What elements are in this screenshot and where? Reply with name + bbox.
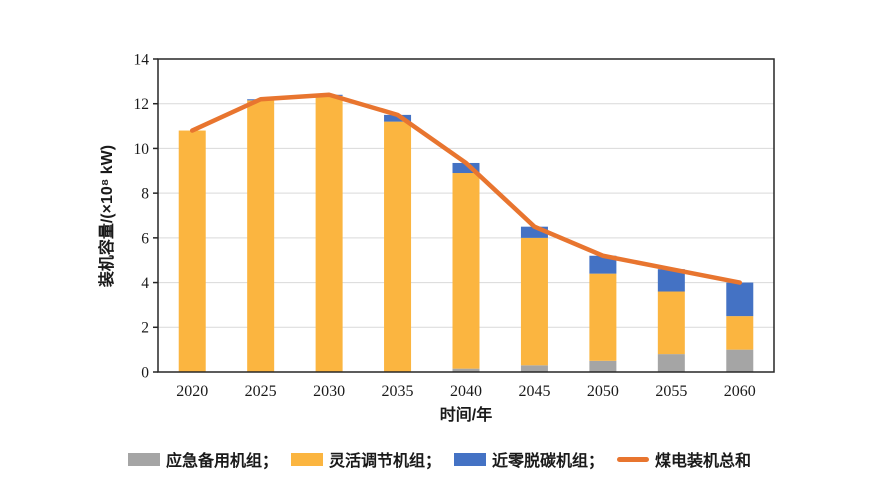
bar-segment-2050-灵活调节机组	[589, 273, 617, 361]
x-axis-title: 时间/年	[440, 405, 492, 424]
y-axis-ticks: 0 2 4 6 8 10 12 14	[134, 51, 158, 381]
legend-item-flexible-regulation-units: 灵活调节机组；	[290, 447, 441, 471]
legend-label: 近零脱碳机组；	[492, 453, 605, 470]
bar-segment-2030-灵活调节机组	[315, 95, 343, 372]
y-tick-label: 6	[141, 230, 149, 247]
y-axis-title: 装机容量/(×10⁸ kW)	[97, 145, 116, 288]
bar-segment-2055-灵活调节机组	[657, 291, 685, 355]
x-tick-label: 2020	[176, 383, 208, 400]
x-tick-label: 2050	[587, 383, 619, 400]
y-tick-label: 0	[141, 364, 149, 381]
legend-swatch-yellow-square-icon	[290, 452, 323, 466]
plot-frame	[157, 58, 775, 373]
y-tick-label: 14	[134, 51, 150, 68]
bar-segment-2035-灵活调节机组	[384, 121, 412, 372]
legend-swatch-gray-square-icon	[127, 452, 160, 466]
bar-series	[178, 94, 754, 372]
x-tick-label: 2025	[245, 383, 277, 400]
bar-segment-2045-应急备用机组	[520, 365, 548, 372]
bar-segment-2035-近零脱碳机组	[384, 114, 412, 122]
legend-item-emergency-backup-units: 应急备用机组；	[127, 447, 278, 471]
legend: 应急备用机组； 灵活调节机组； 近零脱碳机组； 煤电装机总和	[0, 447, 879, 471]
legend-label: 应急备用机组；	[165, 453, 278, 470]
x-tick-label: 2055	[655, 383, 687, 400]
bar-segment-2025-灵活调节机组	[247, 100, 275, 372]
bar-segment-2060-应急备用机组	[726, 349, 754, 372]
bar-segment-2050-应急备用机组	[589, 360, 617, 372]
y-tick-label: 4	[141, 275, 149, 292]
x-tick-label: 2045	[518, 383, 550, 400]
legend-label: 煤电装机总和	[655, 453, 752, 470]
y-tick-label: 10	[134, 141, 150, 158]
plot-border	[157, 58, 775, 373]
total-line-path	[189, 92, 743, 285]
legend-swatch-blue-square-icon	[454, 452, 486, 466]
y-tick-label: 8	[141, 186, 149, 203]
bar-segment-2040-近零脱碳机组	[452, 162, 480, 174]
bar-segment-2060-灵活调节机组	[726, 316, 754, 350]
bar-segment-2055-近零脱碳机组	[657, 269, 685, 292]
bar-segment-2055-应急备用机组	[657, 354, 685, 372]
y-tick-label: 2	[141, 320, 149, 337]
x-axis-labels: 2020 2025 2030 2035 2040 2045 2050 2055 2060	[176, 383, 756, 400]
y-tick-label: 12	[134, 96, 150, 113]
legend-label: 灵活调节机组；	[328, 453, 441, 470]
bar-segment-2045-近零脱碳机组	[520, 226, 548, 238]
legend-item-near-zero-carbon-units: 近零脱碳机组；	[454, 447, 604, 471]
bar-segment-2040-灵活调节机组	[452, 173, 480, 369]
bar-segment-2045-灵活调节机组	[520, 237, 548, 366]
x-tick-label: 2060	[724, 383, 756, 400]
bar-segment-2020-灵活调节机组	[178, 130, 206, 372]
x-tick-label: 2030	[313, 383, 345, 400]
bar-segment-2050-近零脱碳机组	[589, 255, 617, 274]
bar-segment-2040-应急备用机组	[452, 368, 480, 372]
legend-item-coal-power-total: 煤电装机总和	[617, 447, 751, 471]
legend-swatch-orange-line-icon	[617, 456, 650, 462]
x-tick-label: 2040	[450, 383, 482, 400]
total-line	[189, 92, 743, 285]
x-tick-label: 2035	[382, 383, 414, 400]
bar-segment-2060-近零脱碳机组	[726, 282, 754, 317]
